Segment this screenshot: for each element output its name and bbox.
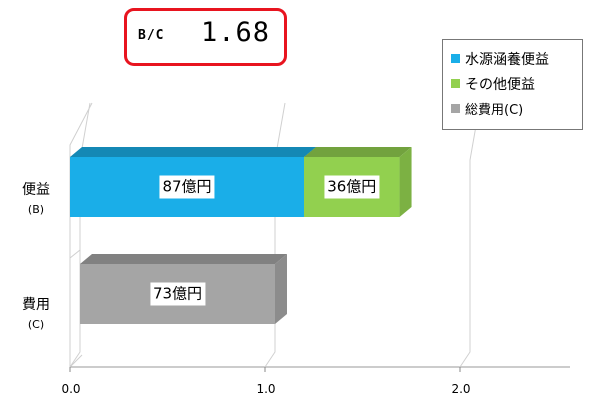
legend-label-cost: 総費用(C) — [465, 103, 524, 118]
legend: 水源涵養便益 その他便益 総費用(C) — [442, 39, 583, 130]
bar-end-cost — [275, 254, 287, 324]
x-tick-0: 0.0 — [61, 382, 81, 396]
category-label-benefit: 便益 (B) — [16, 181, 56, 219]
legend-swatch-cost — [451, 104, 460, 113]
legend-label-water: 水源涵養便益 — [465, 51, 549, 68]
legend-swatch-water — [451, 54, 460, 63]
bar-end-other — [399, 147, 412, 217]
category-label-benefit-sub: (B) — [27, 203, 45, 216]
x-tick-2: 2.0 — [451, 382, 471, 396]
x-tick-1: 1.0 — [256, 382, 276, 396]
axis-back-left — [69, 102, 93, 367]
category-label-cost: 費用 (C) — [16, 296, 56, 334]
bc-label: B/C — [138, 28, 165, 43]
legend-item-other: その他便益 — [451, 71, 582, 96]
axis-floor-left — [69, 354, 83, 368]
legend-item-water: 水源涵養便益 — [451, 46, 582, 71]
bc-value: 1.68 — [201, 17, 271, 48]
data-label-water: 87億円 — [159, 175, 215, 199]
category-label-cost-sub: (C) — [27, 318, 45, 331]
data-label-other: 36億円 — [324, 175, 380, 199]
legend-label-other: その他便益 — [465, 76, 535, 93]
gridline-2 — [459, 102, 481, 368]
bar-top-water — [70, 147, 316, 157]
legend-item-cost: 総費用(C) — [451, 96, 582, 121]
gridline-0 — [69, 102, 91, 368]
gridline-1 — [264, 102, 286, 368]
shelf-line — [69, 249, 81, 259]
bc-ratio-box: B/C 1.68 — [124, 8, 287, 66]
category-label-benefit-main: 便益 — [22, 182, 50, 198]
category-label-cost-main: 費用 — [22, 297, 50, 313]
data-label-cost: 73億円 — [149, 282, 206, 306]
bar-top-cost — [80, 254, 287, 264]
bar-top-other — [304, 147, 412, 157]
legend-swatch-other — [451, 79, 460, 88]
